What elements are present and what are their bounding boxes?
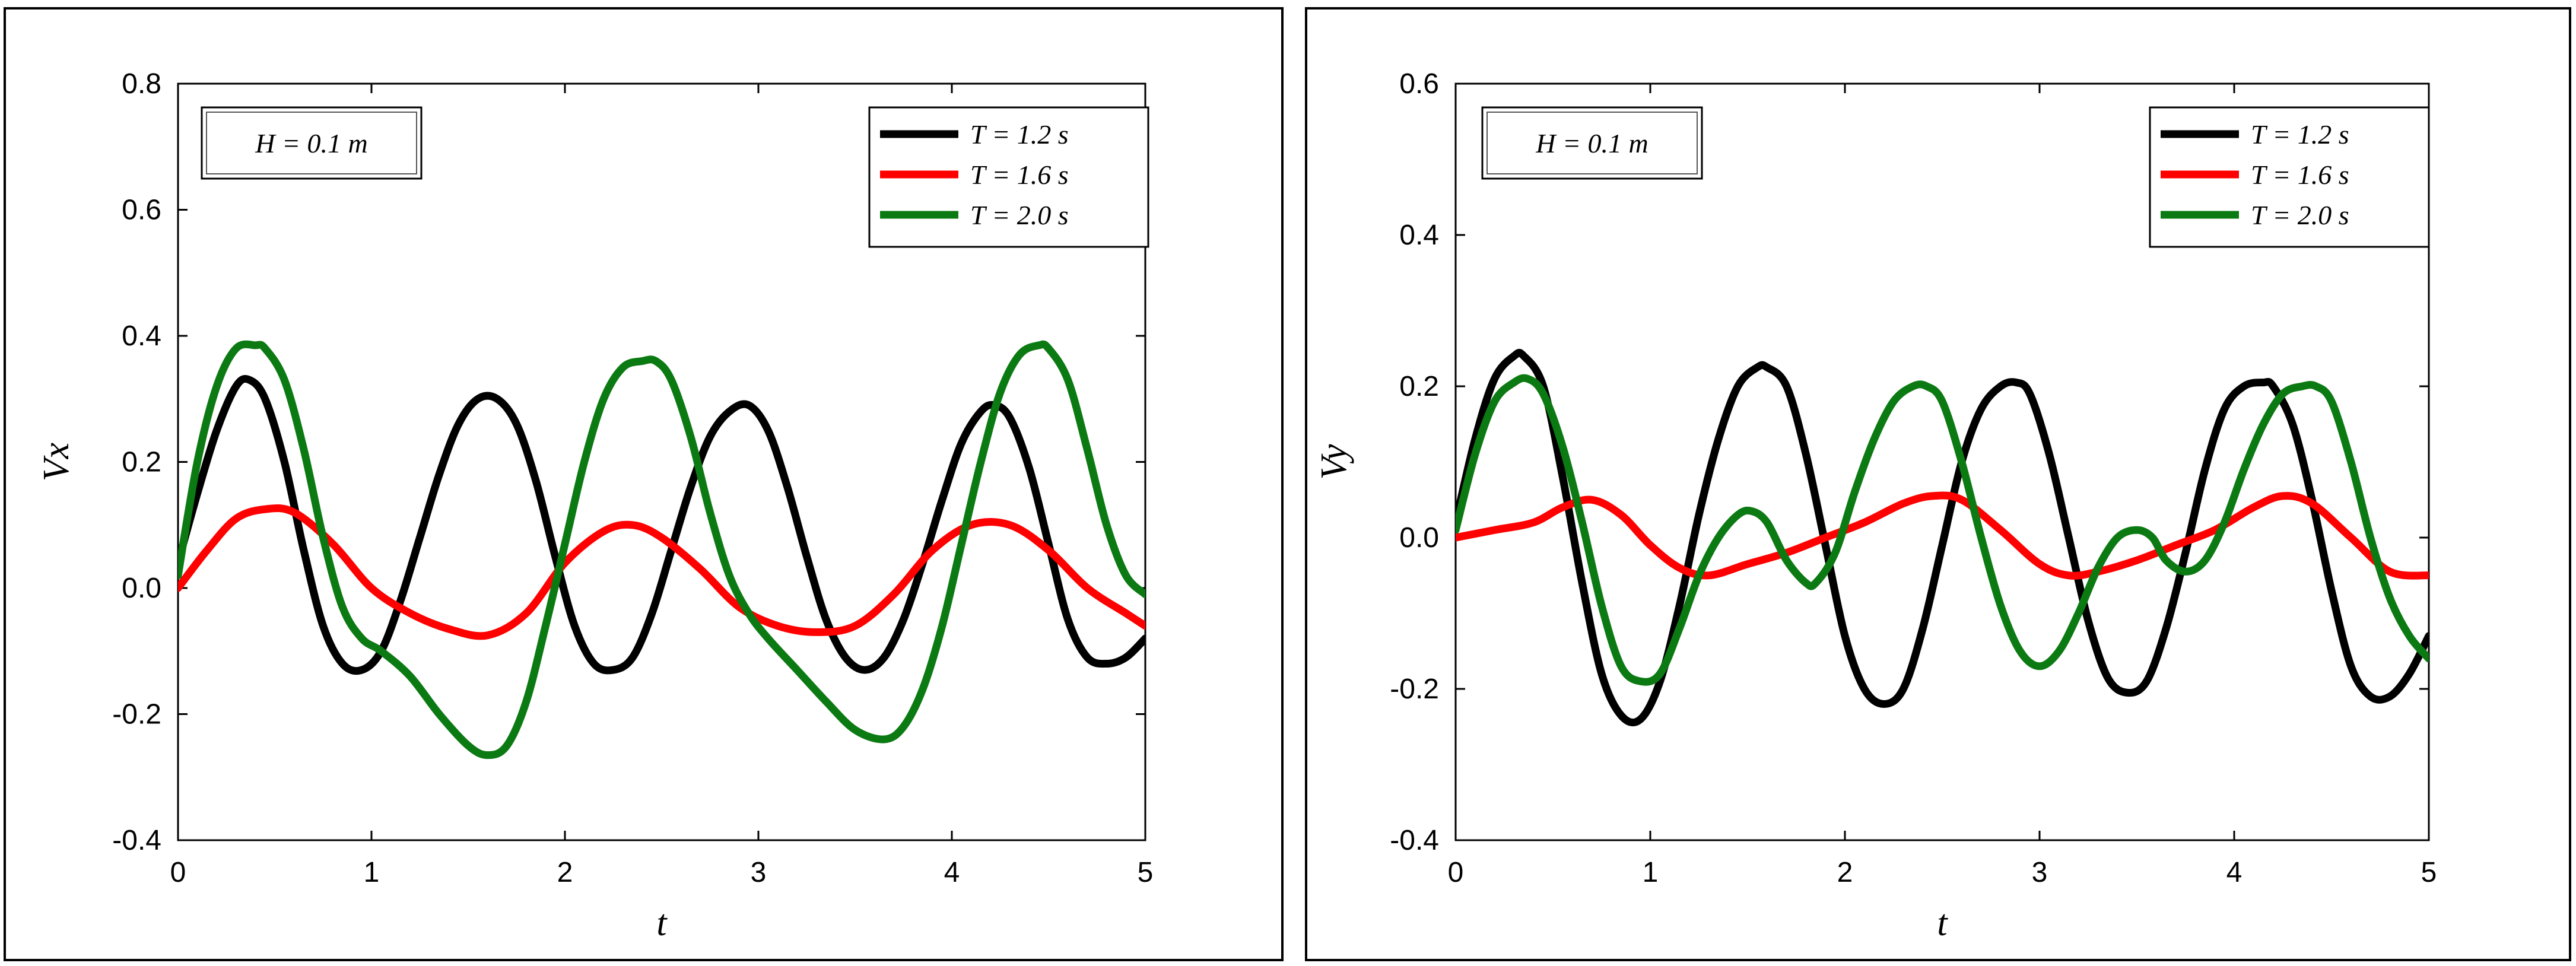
chart-vx: 0 1 2 3 4 5 -0.4 -0.2 0.0 0.2 0.4 0.6 0.8 t Vx H = 0.1 … — [36, 68, 1154, 943]
y-tick-label: 0.2 — [1399, 371, 1439, 402]
y-tick-label: -0.4 — [1390, 825, 1439, 856]
x-tick-label: 0 — [170, 857, 186, 888]
x-tick-label: 3 — [751, 857, 767, 888]
annotation-box — [1481, 106, 1703, 180]
x-tick-label: 2 — [557, 857, 573, 888]
series-line-0 — [178, 374, 1145, 675]
y-tick-label: 0.6 — [122, 195, 161, 226]
chart-panel-vy: 0 1 2 3 4 5 -0.4 -0.2 0.0 0.2 0.4 0.6 t Vy H = 0.1 m T … — [1305, 7, 2571, 961]
y-tick-label: -0.2 — [112, 699, 161, 730]
legend-label-1: T = 1.6 s — [2251, 160, 2349, 190]
plot-frame — [1454, 82, 2430, 841]
x-tick-label: 1 — [364, 857, 380, 888]
x-tick-label: 2 — [1837, 857, 1853, 888]
y-tick-label: 0.6 — [1399, 68, 1439, 100]
y-tick-label: -0.2 — [1390, 673, 1439, 705]
x-tick-label: 4 — [944, 857, 960, 888]
legend-label-0: T = 1.2 s — [2251, 119, 2349, 150]
annotation-box-inner — [206, 112, 417, 174]
legend-label-1: T = 1.6 s — [970, 160, 1069, 190]
legend-label-2: T = 2.0 s — [2251, 200, 2349, 230]
y-tick-label: 0.0 — [1399, 522, 1439, 554]
series-line-2 — [1456, 374, 2429, 686]
y-axis-label: Vx — [36, 442, 77, 481]
chart-vy: 0 1 2 3 4 5 -0.4 -0.2 0.0 0.2 0.4 0.6 t Vy H = 0.1 m T … — [1314, 68, 2437, 943]
x-tick-label: 1 — [1643, 857, 1659, 888]
legend-label-2: T = 2.0 s — [970, 200, 1069, 230]
x-axis-label: t — [1937, 903, 1948, 943]
series-line-1 — [1456, 491, 2429, 580]
x-tick-label: 4 — [2226, 857, 2243, 888]
x-tick-label: 0 — [1448, 857, 1464, 888]
y-tick-label: 0.2 — [122, 447, 161, 478]
annotation-box-inner — [1486, 112, 1698, 174]
annotation-text: H = 0.1 m — [255, 128, 367, 158]
series-line-0 — [1456, 348, 2429, 727]
y-tick-label: 0.4 — [122, 320, 161, 352]
y-tick-label: 0.8 — [122, 68, 161, 100]
y-axis-label: Vy — [1314, 444, 1354, 479]
annotation-text: H = 0.1 m — [1535, 128, 1648, 158]
chart-panel-vx: 0 1 2 3 4 5 -0.4 -0.2 0.0 0.2 0.4 0.6 0.8 t Vx H = 0.1 … — [4, 7, 1284, 961]
x-tick-label: 3 — [2032, 857, 2048, 888]
y-tick-label: 0.0 — [122, 573, 161, 604]
y-tick-label: 0.4 — [1399, 220, 1439, 251]
series-line-2 — [178, 340, 1145, 760]
annotation-box — [201, 106, 423, 180]
x-tick-label: 5 — [2421, 857, 2437, 888]
y-tick-label: -0.4 — [112, 825, 161, 856]
x-axis-label: t — [656, 903, 668, 943]
legend-label-0: T = 1.2 s — [970, 119, 1069, 150]
x-tick-label: 5 — [1138, 857, 1154, 888]
